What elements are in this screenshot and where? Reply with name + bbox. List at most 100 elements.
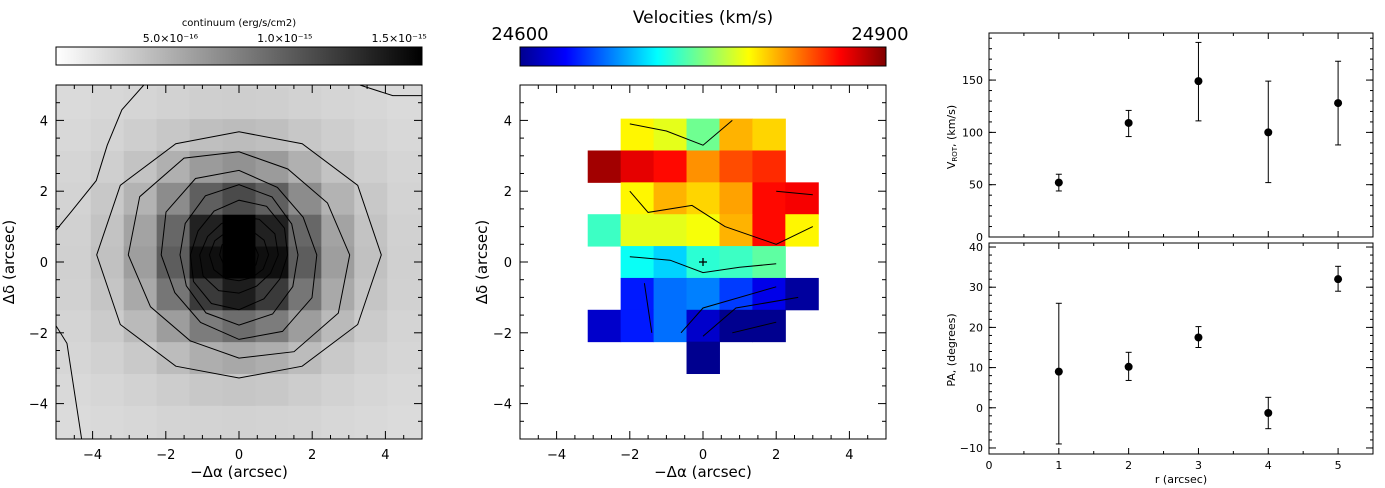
continuum-pixel: [189, 246, 224, 279]
velocity-pixel: [752, 182, 786, 215]
continuum-outer-contour: [56, 85, 145, 231]
continuum-pixel: [90, 246, 125, 279]
continuum-pixel: [90, 437, 125, 439]
velocity-x-tick-label: −2: [620, 448, 639, 463]
velocity-pixel: [686, 182, 720, 215]
velocity-pixel: [752, 246, 786, 279]
continuum-pixel: [321, 182, 355, 215]
velocity-pixel: [752, 150, 786, 183]
continuum-pixel: [288, 214, 322, 247]
continuum-pixel: [123, 373, 158, 406]
pa-x-tick-label: 3: [1195, 459, 1202, 472]
pa-plot-frame: [988, 242, 1374, 455]
velocity-pixel: [785, 214, 819, 247]
continuum-pixel: [90, 214, 125, 247]
continuum-pixel: [288, 86, 322, 120]
continuum-pixel: [321, 277, 355, 311]
velocity-pixel: [620, 309, 655, 343]
velocity-pixel: [686, 341, 720, 375]
velocity-y-tick-label: 4: [504, 114, 512, 129]
continuum-pixel: [321, 86, 355, 120]
pa-y-tick-label: 20: [969, 321, 983, 334]
pa-y-tick-label: −10: [960, 442, 983, 455]
continuum-pixel: [321, 85, 355, 88]
continuum-pixel: [354, 182, 388, 215]
pa-data-point: [1194, 333, 1203, 342]
continuum-pixel: [56, 437, 59, 439]
continuum-pixel: [387, 437, 421, 439]
continuum-pixel: [57, 405, 92, 438]
velocity-pixel: [620, 150, 655, 183]
velocity-center-marker: [699, 258, 707, 266]
continuum-pixel: [288, 309, 322, 343]
velocity-image: [587, 118, 819, 375]
velocity-pixel: [620, 277, 655, 311]
pa-data-point: [1054, 367, 1063, 376]
vrot-data-point: [1054, 178, 1063, 187]
continuum-x-tick-label: 2: [308, 448, 316, 463]
continuum-pixel: [222, 277, 256, 311]
continuum-colorbar-ticks: 5.0×10⁻¹⁶ 1.0×10⁻¹⁵ 1.5×10⁻¹⁵: [143, 32, 427, 51]
continuum-pixel: [354, 277, 388, 311]
continuum-pixel: [420, 150, 422, 183]
continuum-pixel: [420, 341, 422, 375]
continuum-x-tick-label: 4: [381, 448, 389, 463]
continuum-pixel: [189, 373, 224, 406]
continuum-pixel: [420, 85, 422, 88]
continuum-pixel: [156, 182, 191, 215]
continuum-panel: continuum (erg/s/cm2) 5.0×10⁻¹⁶ 1.0×10⁻¹⁵…: [0, 18, 427, 481]
continuum-pixel: [57, 182, 92, 215]
continuum-pixel: [420, 214, 422, 247]
continuum-pixel: [420, 277, 422, 311]
continuum-pixel: [222, 373, 256, 406]
velocity-panel: Velocities (km/s) 24600 24900 −4 −4 −2 −2 0 0…: [473, 8, 909, 481]
continuum-pixel: [222, 182, 256, 215]
continuum-image: [56, 85, 422, 439]
continuum-pixel: [288, 182, 322, 215]
continuum-pixel: [189, 405, 224, 438]
continuum-y-tick-label: −4: [29, 398, 48, 413]
continuum-pixel: [255, 341, 289, 375]
continuum-pixel: [255, 405, 289, 438]
continuum-pixel: [354, 214, 388, 247]
vrot-y-axis-label-main: V: [945, 161, 958, 169]
continuum-pixel: [321, 341, 355, 375]
continuum-y-axis-label: Δδ (arcsec): [0, 220, 18, 304]
continuum-pixel: [156, 373, 191, 406]
continuum-y-tick-label: 4: [40, 114, 48, 129]
velocity-pixel: [752, 214, 786, 247]
continuum-pixel: [255, 246, 289, 279]
continuum-pixel: [90, 341, 125, 375]
continuum-pixel: [123, 405, 158, 438]
continuum-pixel: [56, 182, 59, 215]
continuum-pixel: [57, 118, 92, 151]
velocity-pixel: [653, 309, 688, 343]
velocity-pixel: [653, 246, 688, 279]
continuum-pixel: [288, 85, 322, 88]
velocity-pixel: [686, 277, 720, 311]
vrot-y-tick-label: 100: [962, 126, 983, 139]
continuum-pixel: [156, 405, 191, 438]
continuum-pixel: [222, 246, 256, 279]
continuum-pixel: [288, 437, 322, 439]
continuum-pixel: [321, 309, 355, 343]
continuum-pixel: [123, 214, 158, 247]
continuum-pixel: [189, 85, 224, 88]
continuum-pixel: [354, 150, 388, 183]
velocity-x-axis-label: −Δα (arcsec): [654, 463, 752, 481]
continuum-pixel: [420, 86, 422, 120]
vrot-y-tick-label: 150: [962, 74, 983, 87]
velocity-pixel: [719, 150, 753, 183]
velocity-colorbar-min-label: 24600: [491, 24, 548, 45]
isovelocity-line: [643, 283, 653, 333]
velocity-pixel: [785, 277, 819, 311]
continuum-pixel: [90, 118, 125, 151]
continuum-pixel: [56, 373, 59, 406]
continuum-pixel: [321, 405, 355, 438]
velocity-y-tick-label: 0: [504, 256, 512, 271]
continuum-pixel: [90, 85, 125, 88]
continuum-pixel: [420, 405, 422, 438]
continuum-pixel: [387, 341, 421, 375]
continuum-pixel: [56, 85, 59, 88]
continuum-pixel: [156, 341, 191, 375]
